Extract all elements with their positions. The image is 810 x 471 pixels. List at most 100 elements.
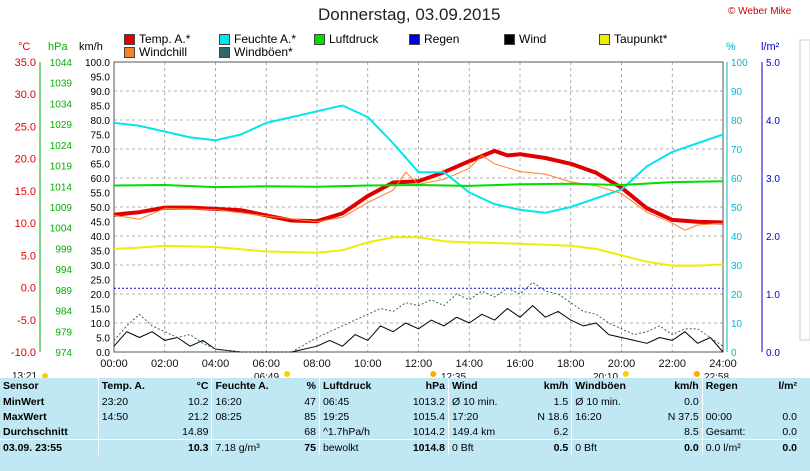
tick-label-wind: 80.0 [91, 116, 111, 127]
table-header: hPa [425, 380, 445, 392]
legend-swatch [219, 46, 230, 58]
table-cell: 85 [304, 410, 316, 423]
table-header: Temp. A. [97, 378, 167, 394]
table-cell: 17:20 [447, 409, 521, 424]
table-cell: 0 Bft [447, 439, 521, 455]
table-header: Feuchte A. [211, 378, 295, 394]
tick-label-rain: 5.0 [766, 58, 780, 69]
tick-label-rain: 0.0 [766, 348, 780, 359]
legend-wind: Wind [504, 32, 546, 46]
tick-label-x: 20:00 [608, 358, 636, 370]
series-line [113, 104, 724, 214]
table-cell: bewolkt [318, 439, 396, 455]
tick-label-pressure: 994 [55, 265, 72, 276]
chart-title: Donnerstag, 03.09.2015 [318, 5, 501, 24]
table-cell: 10.2 [188, 395, 209, 408]
sun-marker-icon [622, 371, 629, 377]
tick-label-wind: 30.0 [91, 261, 111, 272]
tick-label-pressure: 999 [55, 244, 72, 255]
tick-label-temp: 35.0 [15, 57, 36, 69]
table-cell: 14.89 [182, 425, 209, 438]
tick-label-wind: 60.0 [91, 174, 111, 185]
tick-label-humidity: 0 [731, 348, 737, 359]
tick-label-humidity: 90 [731, 87, 743, 98]
row-label: MaxWert [3, 410, 47, 423]
table-row: MinWert 23:20 10.2 16:20 47 06:45 1013.2… [0, 394, 800, 409]
table-cell: 68 [304, 425, 316, 438]
tick-label-humidity: 50 [731, 203, 743, 214]
table-cell: 47 [304, 395, 316, 408]
legend-swatch [314, 33, 325, 45]
event-time-2: 22:58 [704, 372, 729, 383]
tick-label-temp: 30.0 [15, 89, 36, 101]
tick-label-wind: 70.0 [91, 145, 111, 156]
tick-label-wind: 50.0 [91, 203, 111, 214]
legend-swatch [124, 33, 135, 45]
tick-label-x: 24:00 [709, 358, 737, 370]
tick-label-pressure: 979 [55, 327, 72, 338]
tick-label-temp: -5.0 [17, 315, 36, 327]
table-row: 03.09. 23:55 10.3 7.18 g/m³ 75 bewolkt 1… [0, 439, 800, 455]
tick-label-wind: 35.0 [91, 247, 111, 258]
tick-label-humidity: 70 [731, 145, 743, 156]
unit-temp: °C [18, 41, 31, 53]
series-line [113, 180, 724, 189]
tick-label-rain: 3.0 [766, 174, 780, 185]
tick-label-humidity: 20 [731, 290, 743, 301]
tick-label-humidity: 40 [731, 232, 743, 243]
event-time-1: 12:35 [441, 372, 466, 383]
tick-label-pressure: 984 [55, 307, 72, 318]
tick-label-temp: 25.0 [15, 121, 36, 133]
sunset-time: 20:10 [593, 372, 618, 383]
tick-label-pressure: 1004 [50, 224, 73, 235]
stats-table: Sensor Temp. A. °C Feuchte A. % Luftdruc… [0, 378, 810, 471]
tick-label-rain: 1.0 [766, 290, 780, 301]
tick-label-pressure: 974 [55, 348, 72, 359]
tick-label-wind: 100.0 [85, 58, 110, 69]
table-header: km/h [543, 380, 569, 392]
copyright-label: © Weber Mike [728, 6, 792, 17]
tick-label-humidity: 10 [731, 319, 743, 330]
table-cell: 1013.2 [412, 395, 445, 408]
tick-label-humidity: 60 [731, 174, 743, 185]
table-cell: 0 Bft [571, 439, 651, 455]
tick-label-x: 06:00 [252, 358, 280, 370]
table-cell: 16:20 [211, 394, 295, 409]
legend-swatch [504, 33, 515, 45]
tick-label-wind: 95.0 [91, 73, 111, 84]
table-cell [97, 424, 167, 440]
tick-label-x: 10:00 [354, 358, 382, 370]
legend-rain: Regen [409, 32, 459, 46]
unit-wind: km/h [79, 41, 103, 53]
unit-pressure: hPa [48, 41, 68, 53]
tick-label-temp: 20.0 [15, 154, 36, 166]
tick-label-wind: 85.0 [91, 102, 111, 113]
tick-label-pressure: 1029 [50, 120, 73, 131]
row-label: MinWert [3, 395, 45, 408]
tick-label-x: 16:00 [506, 358, 534, 370]
tick-label-wind: 75.0 [91, 131, 111, 142]
tick-label-wind: 55.0 [91, 189, 111, 200]
weather-chart: -10.0 -5.0 0.0 5.0 10.0 15.0 20.0 25.0 30.0 35.0 9… [11, 39, 810, 378]
tick-label-temp: 5.0 [21, 250, 36, 262]
table-cell: 1014.8 [395, 439, 449, 455]
tick-label-wind: 45.0 [91, 218, 111, 229]
moon-marker-icon [42, 373, 48, 378]
table-cell [97, 439, 167, 455]
table-cell: 0.0 [765, 439, 800, 455]
tick-label-rain: 4.0 [766, 116, 780, 127]
tick-label-pressure: 1019 [50, 162, 73, 173]
table-cell: 19:25 [318, 409, 396, 424]
table-cell: N 37.5 [667, 410, 699, 423]
table-cell: Gesamt: [701, 424, 766, 440]
tick-label-pressure: 1034 [50, 99, 73, 110]
tick-label-humidity: 80 [731, 116, 743, 127]
legend-humidity: Feuchte A.* [219, 32, 296, 46]
tick-label-wind: 15.0 [91, 305, 111, 316]
tick-label-x: 12:00 [405, 358, 433, 370]
tick-label-x: 08:00 [303, 358, 331, 370]
moonset-time: 13:21 [12, 371, 38, 382]
legend-gusts: Windböen* [219, 45, 293, 59]
tick-label-wind: 10.0 [91, 319, 111, 330]
table-header: Windböen [571, 378, 651, 394]
